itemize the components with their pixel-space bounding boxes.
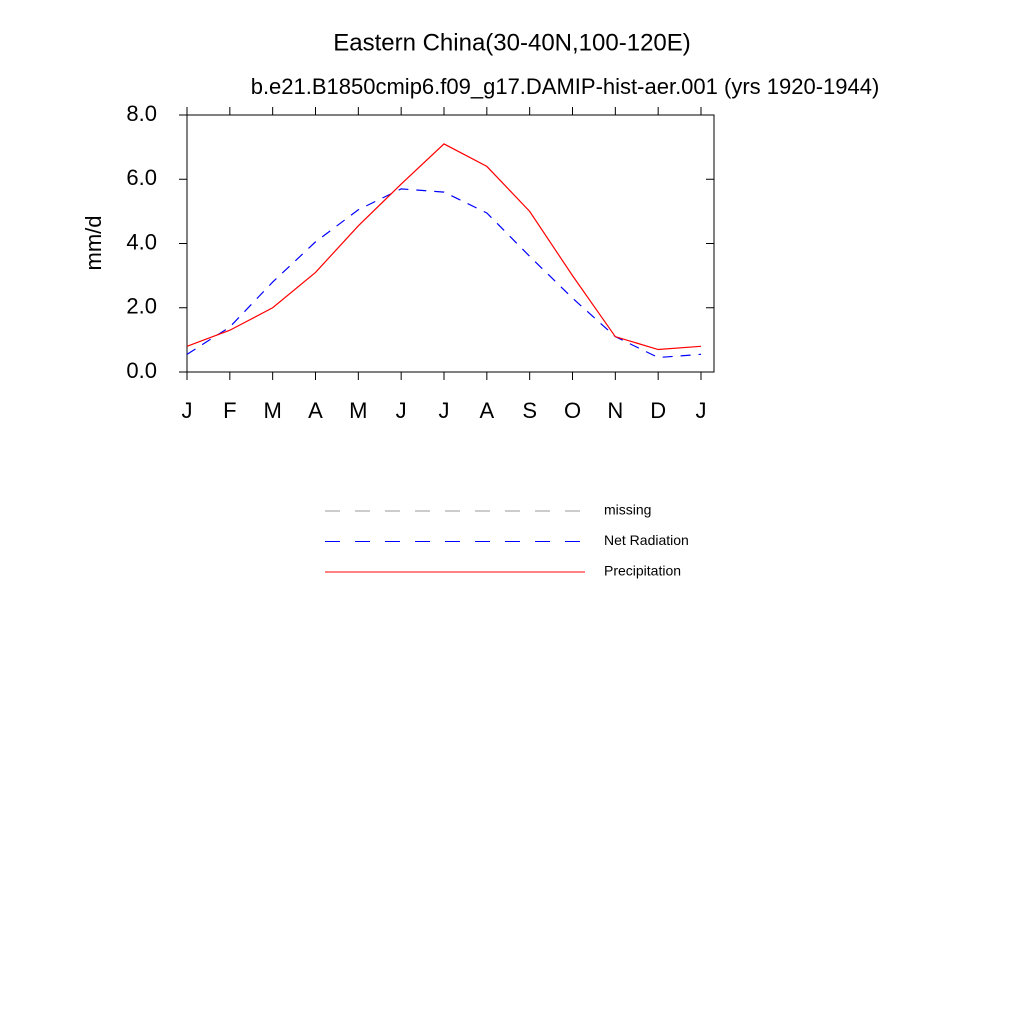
y-tick-label: 0.0	[126, 358, 157, 383]
y-tick-label: 8.0	[126, 101, 157, 126]
x-tick-label: A	[308, 398, 323, 423]
y-axis-label: mm/d	[81, 216, 106, 271]
x-tick-label: N	[607, 398, 623, 423]
x-tick-label: M	[349, 398, 367, 423]
y-tick-label: 4.0	[126, 229, 157, 254]
x-tick-label: S	[522, 398, 537, 423]
legend-label: Precipitation	[604, 563, 681, 579]
x-tick-label: F	[223, 398, 236, 423]
legend-label: missing	[604, 502, 651, 518]
y-tick-label: 2.0	[126, 294, 157, 319]
x-tick-label: O	[564, 398, 581, 423]
plot-frame	[186, 114, 715, 373]
x-tick-label: J	[696, 398, 707, 423]
chart-subtitle: b.e21.B1850cmip6.f09_g17.DAMIP-hist-aer.…	[251, 74, 880, 99]
x-tick-label: D	[650, 398, 666, 423]
legend-label: Net Radiation	[604, 532, 689, 548]
chart-title: Eastern China(30-40N,100-120E)	[333, 29, 691, 56]
x-tick-label: J	[439, 398, 450, 423]
x-tick-label: M	[264, 398, 282, 423]
series-line	[186, 188, 702, 359]
series-line	[186, 143, 702, 351]
y-tick-label: 6.0	[126, 165, 157, 190]
x-tick-label: J	[182, 398, 193, 423]
x-tick-label: A	[479, 398, 494, 423]
x-tick-label: J	[396, 398, 407, 423]
